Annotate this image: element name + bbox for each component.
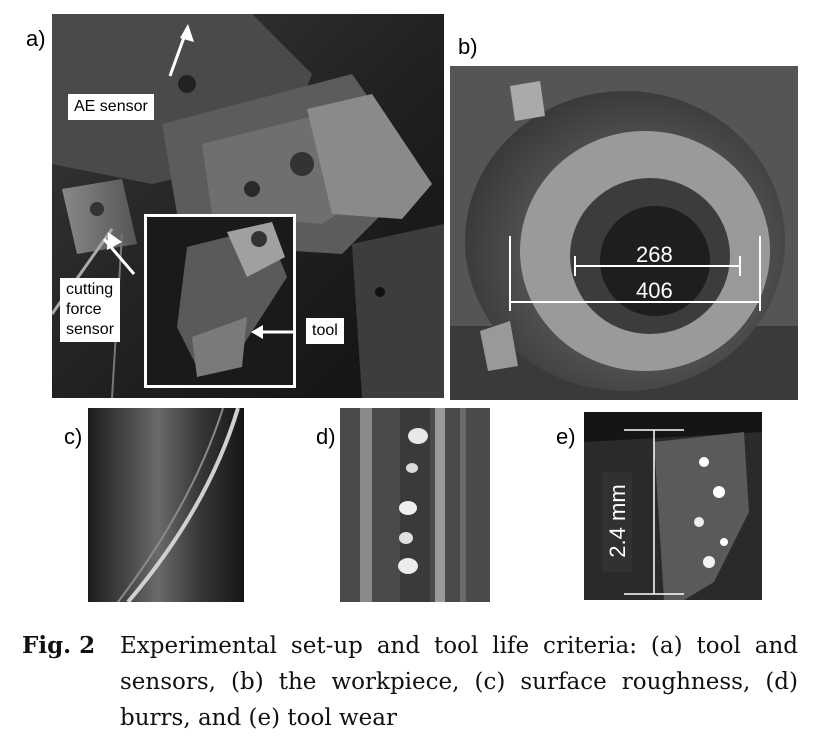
caption-text: Experimental set-up and tool life criter… [120, 633, 798, 731]
outer-diameter-label: 406 [636, 278, 673, 303]
inner-diameter-label: 268 [636, 242, 673, 267]
wear-measurement-label: 2.4 mm [605, 484, 630, 558]
panel-e-letter: e) [556, 424, 576, 449]
panel-d-letter: d) [316, 424, 336, 449]
panel-c-letter: c) [64, 424, 83, 449]
panel-a-letter: a) [26, 26, 46, 51]
panel-a-photo [52, 14, 444, 398]
ae-sensor-label: AE sensor [68, 94, 154, 120]
panel-e-photo [584, 412, 762, 600]
panel-b-photo [450, 66, 798, 400]
panel-d-photo [340, 408, 490, 602]
tool-inset [144, 214, 296, 388]
tool-label: tool [306, 318, 344, 344]
panel-b-letter: b) [458, 34, 478, 59]
cutting-force-sensor-label: cutting force sensor [60, 278, 121, 342]
caption-label: Fig. 2 [22, 632, 96, 659]
panel-c-photo [88, 408, 244, 602]
